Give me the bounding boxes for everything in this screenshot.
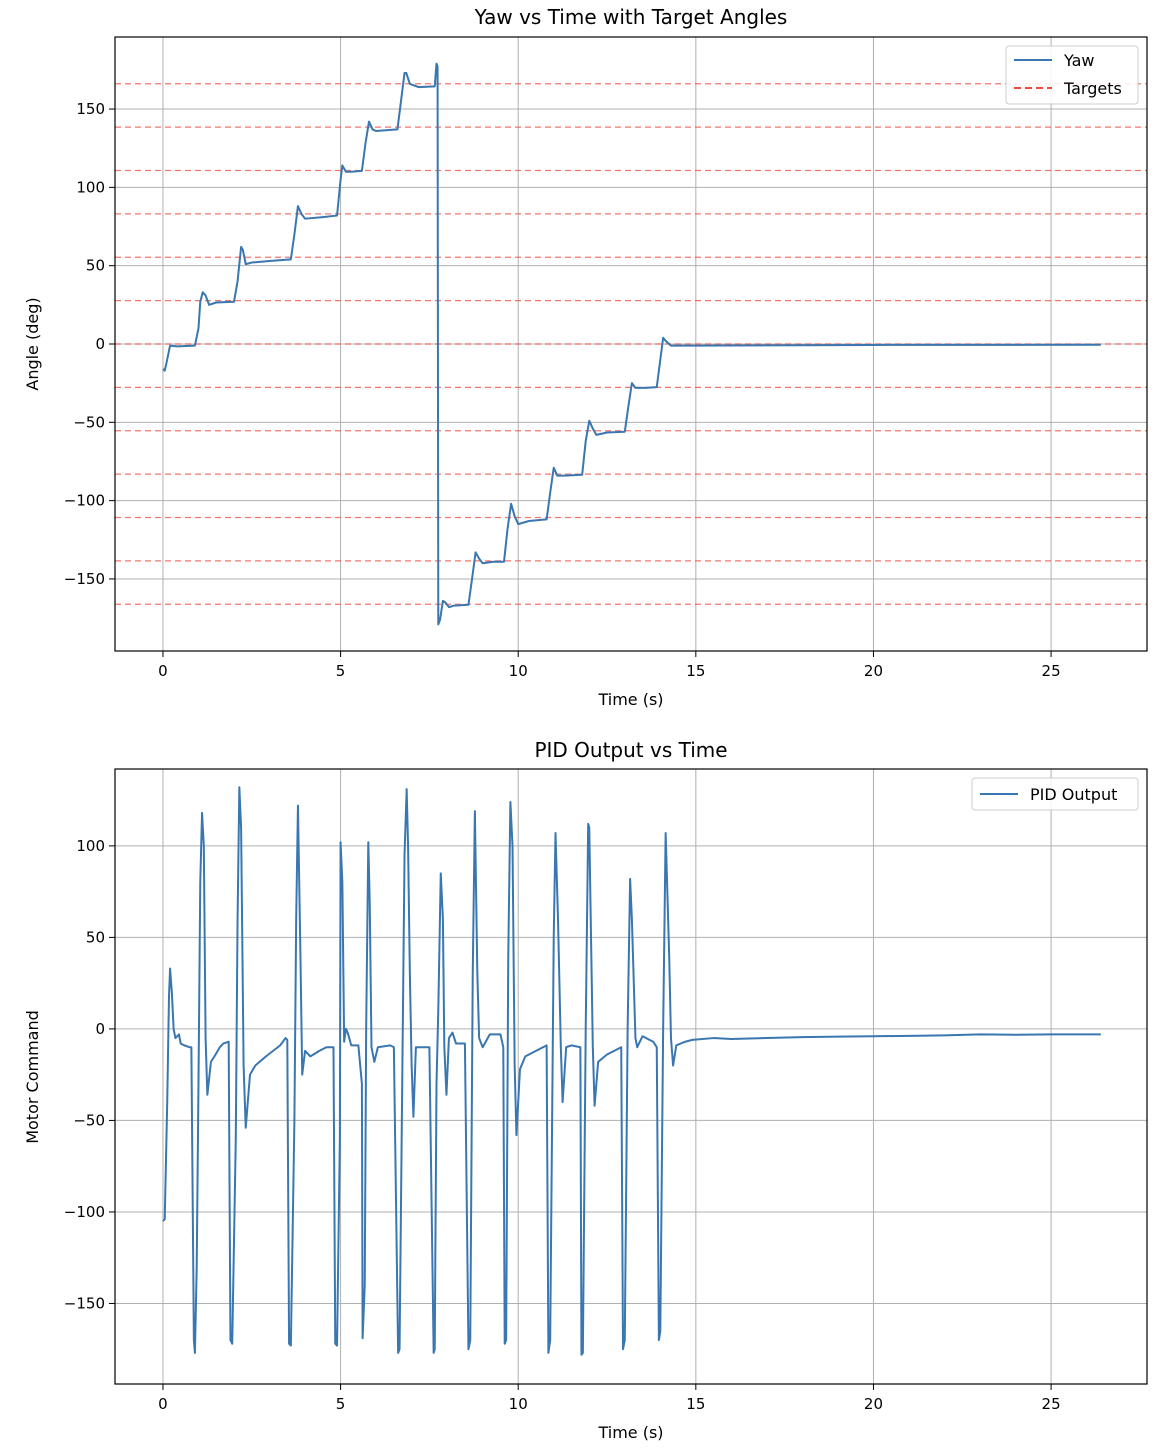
x-tick-label: 5 (336, 662, 346, 680)
pid-chart-y-axis-label: Motor Command (23, 1010, 42, 1144)
y-tick-label: 100 (76, 178, 105, 196)
series-line-pid-output (162, 786, 1101, 1356)
yaw-chart-title: Yaw vs Time with Target Angles (474, 5, 788, 29)
yaw-chart-legend: Yaw Targets (1005, 45, 1139, 105)
legend-label-yaw: Yaw (1063, 51, 1094, 70)
legend-label-pid-output: PID Output (1030, 785, 1117, 804)
yaw-chart-ticks: 0 5 10 15 20 25 −150 −100 −50 0 50 100 150 (64, 100, 1061, 680)
pid-chart-legend-box (971, 777, 1139, 811)
pid-chart-ticks: 0 5 10 15 20 25 −150 −100 −50 0 50 100 (64, 837, 1061, 1413)
x-tick-label: 0 (158, 662, 168, 680)
x-tick-label: 0 (158, 1395, 168, 1413)
y-tick-label: −150 (64, 570, 105, 588)
x-tick-label: 25 (1042, 1395, 1061, 1413)
yaw-chart-target-lines (115, 83, 1147, 605)
x-tick-label: 15 (686, 1395, 705, 1413)
x-tick-label: 25 (1042, 662, 1061, 680)
x-tick-label: 15 (686, 662, 705, 680)
legend-label-targets: Targets (1063, 79, 1122, 98)
y-tick-label: 150 (76, 100, 105, 118)
pid-chart-grid (115, 769, 1147, 1384)
y-tick-label: 50 (86, 928, 105, 946)
x-tick-label: 20 (864, 1395, 883, 1413)
y-tick-label: 0 (95, 335, 105, 353)
yaw-chart-series (162, 62, 1101, 626)
x-tick-label: 20 (864, 662, 883, 680)
pid-chart-frame (114, 768, 1148, 1385)
y-tick-label: −50 (73, 1111, 105, 1129)
y-tick-label: 50 (86, 257, 105, 275)
y-tick-label: 0 (95, 1020, 105, 1038)
y-tick-label: −100 (64, 1203, 105, 1221)
pid-chart-x-axis-label: Time (s) (597, 1423, 663, 1442)
x-tick-label: 10 (509, 662, 528, 680)
y-tick-label: −100 (64, 492, 105, 510)
x-tick-label: 10 (509, 1395, 528, 1413)
pid-chart: PID Output vs Time 0 5 10 15 20 25 −150 −100 −50… (23, 738, 1148, 1442)
series-line-yaw (162, 62, 1101, 626)
y-tick-label: −50 (73, 413, 105, 431)
pid-chart-legend: PID Output (971, 777, 1139, 811)
yaw-chart: Yaw vs Time with Target Angles 0 5 10 15 20 2… (23, 5, 1148, 709)
yaw-chart-y-axis-label: Angle (deg) (23, 297, 42, 390)
x-tick-label: 5 (336, 1395, 346, 1413)
y-tick-label: −150 (64, 1294, 105, 1312)
pid-chart-series (162, 786, 1101, 1356)
y-tick-label: 100 (76, 837, 105, 855)
pid-chart-title: PID Output vs Time (534, 738, 727, 762)
yaw-chart-x-axis-label: Time (s) (597, 690, 663, 709)
